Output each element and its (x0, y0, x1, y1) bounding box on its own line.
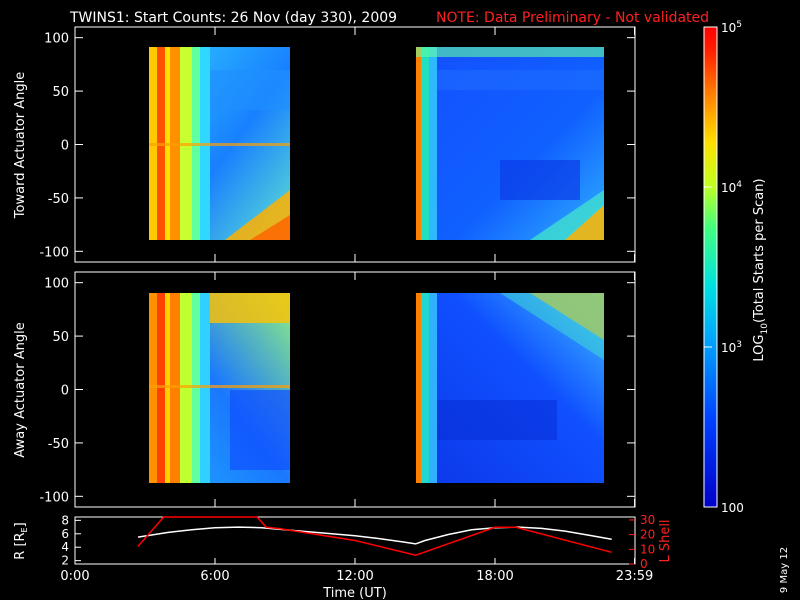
heatmap-block-1 (149, 47, 290, 240)
y-tick-label: 4 (61, 540, 69, 554)
y-tick-label: 6 (61, 527, 69, 541)
x-axis-label: Time (UT) (322, 586, 387, 600)
y-axis-right-label: L Shell (658, 519, 673, 562)
y-tick-label: -50 (48, 437, 69, 452)
colorbar-tick-label: 100 (721, 501, 744, 515)
heatmap-block-1 (149, 293, 290, 483)
y-axis-left-label: R [RE] (13, 522, 29, 559)
chart-title: TWINS1: Start Counts: 26 Nov (day 330), … (69, 10, 397, 26)
colorbar-gradient (703, 26, 718, 508)
y-right-tick-label: 0 (640, 557, 648, 571)
colorbar-label: LOG10(Total Starts per Scan) (752, 178, 770, 361)
preliminary-note: NOTE: Data Preliminary - Not validated (436, 10, 709, 26)
toward-angle-panel: 100 50 0 -50 -100 Toward Actuator Angle (13, 26, 636, 263)
colorbar: 105 104 103 100 LOG10(Total Starts per Scan… (703, 20, 770, 515)
y-axis-ticks: 100 50 0 -50 -100 (39, 27, 636, 262)
y-axis-label: Toward Actuator Angle (13, 72, 28, 219)
y-tick-label: 2 (61, 554, 69, 568)
x-tick-label: 6:00 (200, 569, 229, 584)
x-axis-ticks: 0:00 6:00 12:00 18:00 23:59 (60, 558, 653, 584)
x-tick-label: 18:00 (476, 569, 513, 584)
y-right-tick-label: 20 (640, 528, 655, 542)
heatmap-block-2 (416, 47, 604, 240)
r-series-line (137, 526, 612, 545)
x-tick-label: 0:00 (60, 569, 89, 584)
colorbar-tick-label: 103 (721, 340, 742, 355)
y-right-tick-label: 10 (640, 542, 655, 556)
y-axis-ticks: 100 50 0 -50 -100 (39, 272, 636, 507)
x-tick-label: 12:00 (336, 569, 373, 584)
y-tick-label: -100 (39, 245, 69, 260)
colorbar-tick-label: 104 (721, 180, 742, 195)
orbit-series (137, 516, 612, 556)
x-tick-label: 23:59 (616, 569, 653, 584)
y-tick-label: -50 (48, 192, 69, 207)
y-axis-label: Away Actuator Angle (13, 322, 28, 457)
y-tick-label: 100 (44, 32, 69, 47)
y-tick-label: 50 (52, 330, 69, 345)
away-angle-panel: 100 50 0 -50 -100 Away Actuator Angle (13, 271, 636, 508)
side-date: 9 May 12 (779, 547, 790, 593)
y-tick-label: -100 (39, 490, 69, 505)
heatmap-block-2 (416, 293, 604, 483)
y-tick-label: 0 (61, 139, 69, 154)
y-right-tick-label: 30 (640, 513, 655, 527)
y-tick-label: 50 (52, 85, 69, 100)
y-tick-label: 100 (44, 277, 69, 292)
y-tick-label: 0 (61, 384, 69, 399)
y-tick-label: 8 (61, 513, 69, 527)
colorbar-tick-label: 105 (721, 20, 742, 35)
l-shell-series-line (137, 516, 612, 556)
